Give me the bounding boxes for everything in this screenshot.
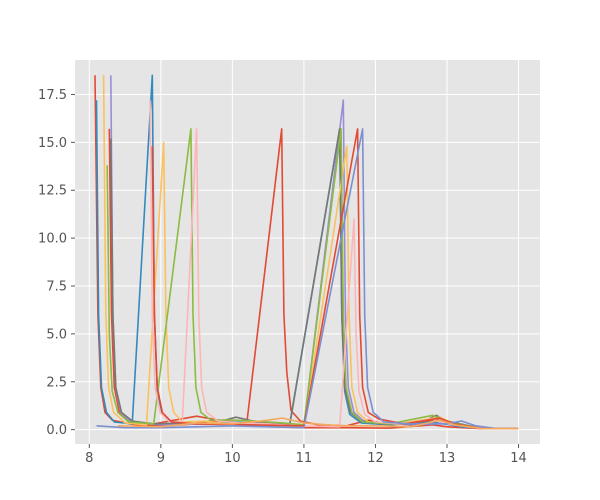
x-tick-label: 12 [367,451,384,466]
y-tick-label: 0.0 [46,423,67,438]
y-axis-ticks: 0.0 2.5 5.0 7.5 10.0 12.5 15.0 17.5 [38,88,75,438]
series-lines [94,74,519,430]
y-tick-label: 5.0 [46,327,67,342]
x-tick-label: 9 [157,451,165,466]
y-tick-label: 10.0 [38,232,67,247]
y-tick-label: 7.5 [46,279,67,294]
x-axis-ticks: 8 9 10 11 12 13 14 [85,444,527,466]
y-tick-label: 17.5 [38,88,67,103]
y-tick-label: 12.5 [38,184,67,199]
x-tick-label: 13 [439,451,456,466]
series-line-9 [151,128,519,430]
series-line-10 [96,128,519,430]
x-tick-label: 14 [510,451,527,466]
x-tick-label: 11 [296,451,313,466]
x-tick-label: 10 [224,451,241,466]
plot-area [75,60,540,444]
y-tick-label: 15.0 [38,136,67,151]
x-tick-label: 8 [85,451,93,466]
y-tick-label: 2.5 [46,375,67,390]
series-line-11 [117,417,519,430]
